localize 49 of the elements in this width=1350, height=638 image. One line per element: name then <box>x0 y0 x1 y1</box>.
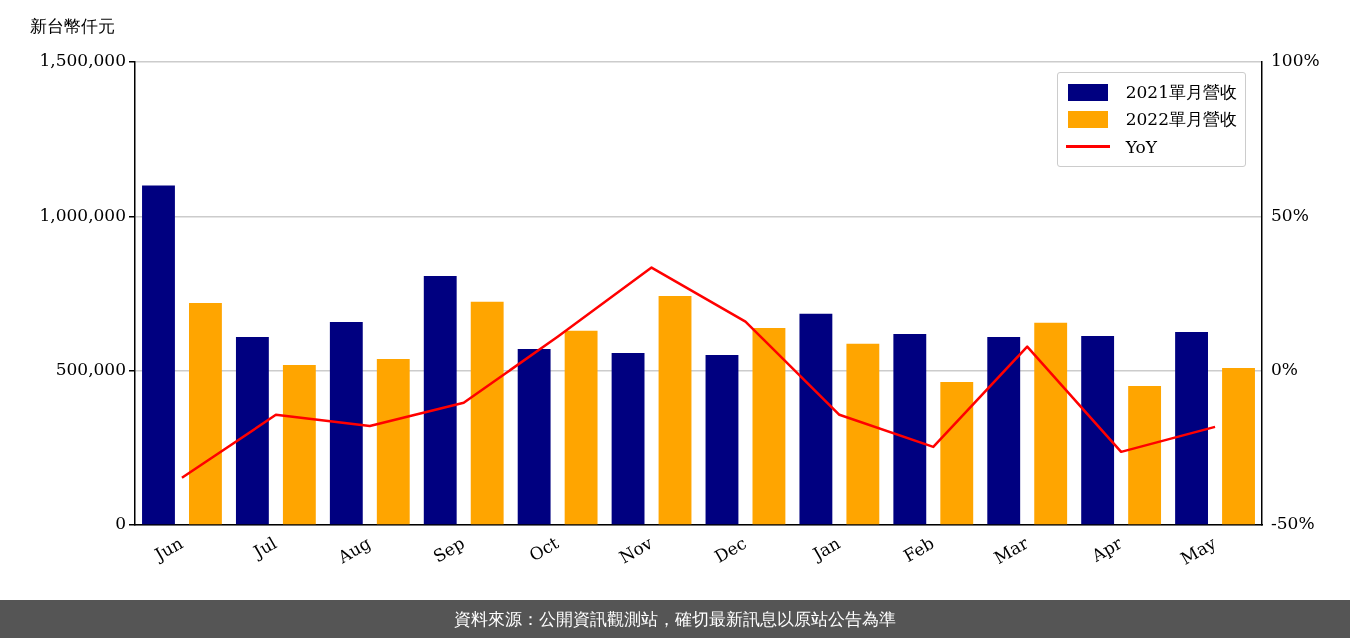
bar <box>799 313 833 525</box>
legend-label: 2022單月營收 <box>1125 108 1237 131</box>
bar <box>1034 322 1068 525</box>
bar <box>1128 386 1162 525</box>
y-axis-title: 新台幣仟元 <box>30 15 115 38</box>
bar <box>189 303 222 525</box>
y2-tick-label: -50% <box>1271 513 1315 534</box>
y2-tick-label: 0% <box>1271 359 1298 380</box>
bar <box>376 358 410 525</box>
bar <box>517 349 551 525</box>
x-tick-label: Jul <box>248 532 281 563</box>
bar <box>658 295 692 525</box>
bar <box>329 321 363 525</box>
x-tick-label: Jan <box>807 532 844 566</box>
bar <box>142 185 175 525</box>
bar <box>282 365 316 525</box>
x-tick-label: Jun <box>149 532 187 566</box>
y-tick-label: 1,000,000 <box>39 204 126 225</box>
x-tick-label: Nov <box>615 532 657 568</box>
legend-label: 2021單月營收 <box>1125 81 1237 104</box>
x-tick-label: May <box>1177 532 1220 569</box>
y-tick-label: 0 <box>115 513 126 534</box>
y-tick-label: 500,000 <box>55 359 126 380</box>
legend-label: YoY <box>1125 136 1157 157</box>
bar <box>611 353 645 525</box>
bar <box>1222 367 1255 525</box>
bar <box>1081 336 1115 525</box>
y2-tick-label: 50% <box>1271 204 1309 225</box>
bar <box>470 301 504 525</box>
x-tick-label: Aug <box>333 532 375 568</box>
bar <box>846 343 880 525</box>
x-tick-label: Dec <box>710 532 750 567</box>
x-tick-label: Apr <box>1087 532 1127 567</box>
bar <box>564 330 598 525</box>
bar <box>423 275 457 525</box>
bar <box>235 337 269 525</box>
x-tick-label: Feb <box>899 532 938 567</box>
bar <box>987 337 1021 525</box>
bar <box>752 328 786 525</box>
y2-tick-label: 100% <box>1271 50 1320 71</box>
bar <box>1175 332 1208 525</box>
x-tick-label: Oct <box>525 532 562 566</box>
x-tick-label: Sep <box>429 532 469 567</box>
bar <box>705 354 739 525</box>
bar <box>893 333 927 525</box>
x-tick-label: Mar <box>990 532 1033 568</box>
bar <box>940 382 974 525</box>
y-tick-label: 1,500,000 <box>39 50 126 71</box>
source-note: 資料來源：公開資訊觀測站，確切最新訊息以原站公告為準 <box>0 600 1350 638</box>
